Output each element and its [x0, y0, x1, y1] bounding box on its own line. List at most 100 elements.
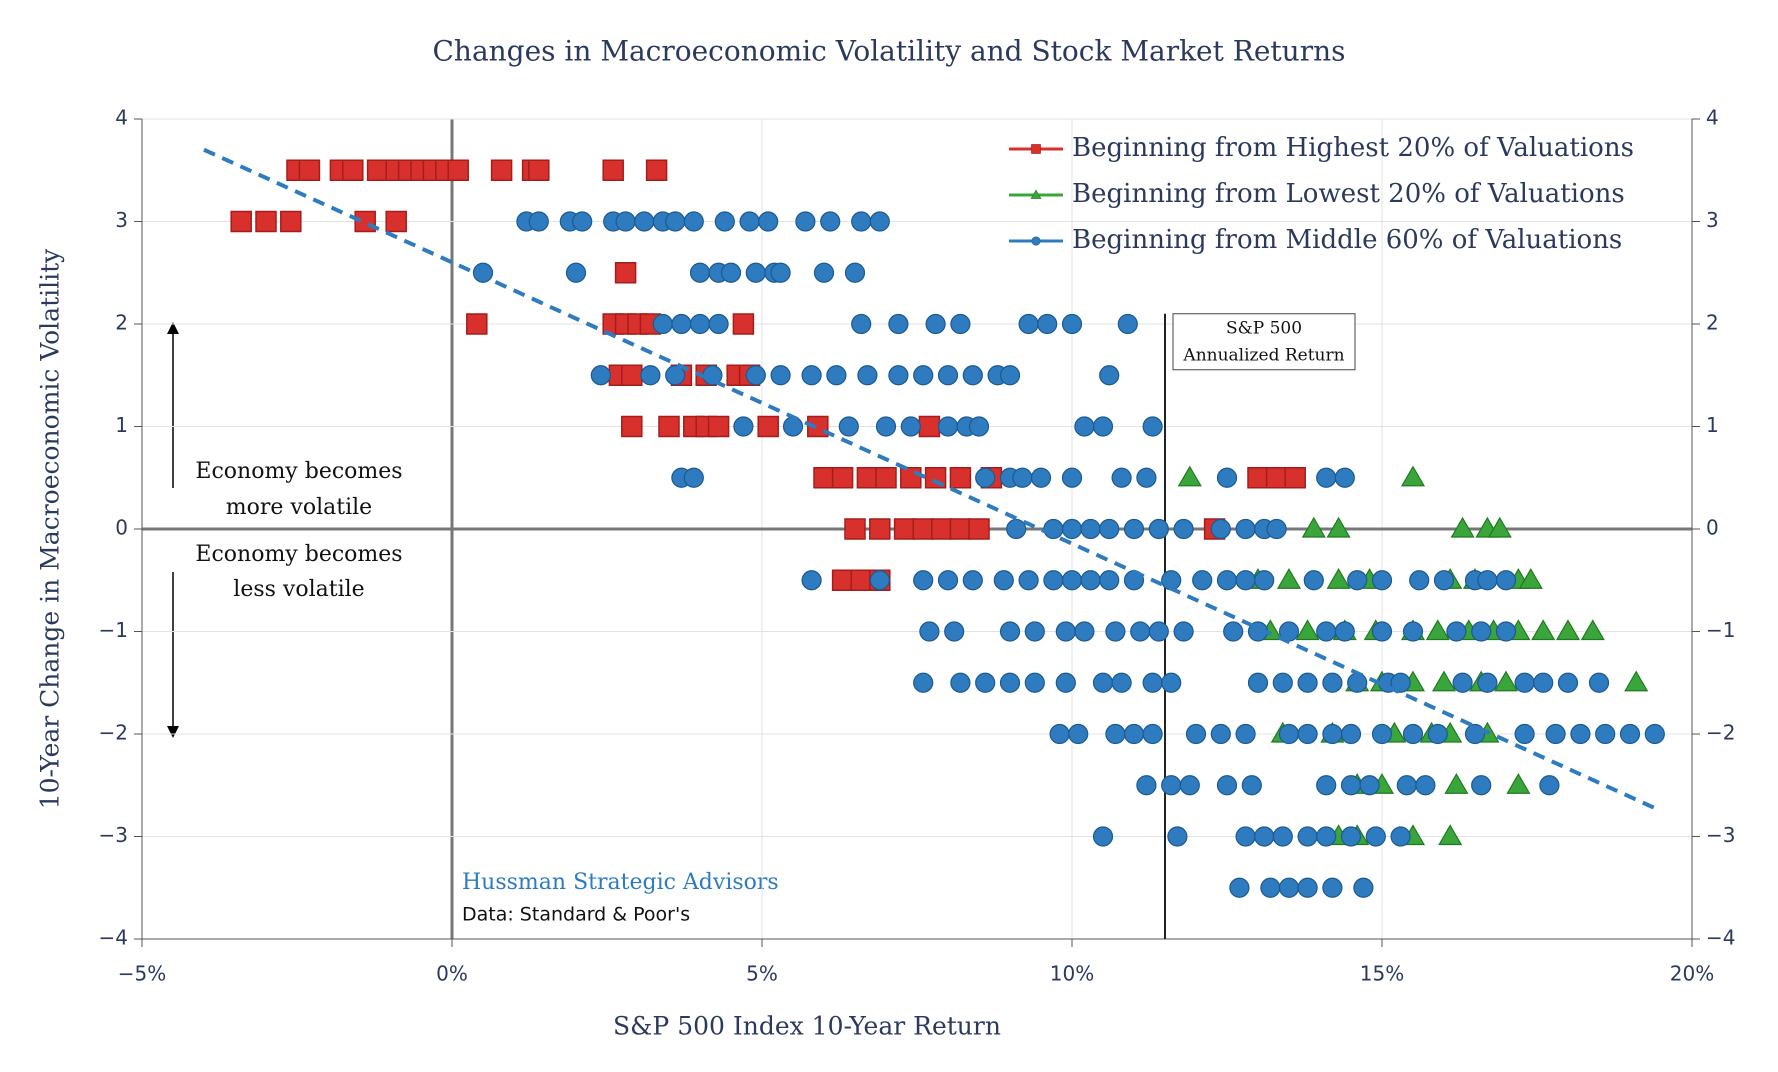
point: [1142, 416, 1163, 437]
legend-label: Beginning from Highest 20% of Valuations: [1072, 133, 1634, 163]
point: [1301, 516, 1326, 538]
point: [1235, 518, 1256, 540]
point: [1185, 723, 1207, 745]
point: [1074, 416, 1095, 437]
point: [1371, 570, 1393, 591]
point: [999, 621, 1021, 642]
point: [1247, 467, 1269, 489]
point: [1409, 570, 1430, 591]
point: [1514, 672, 1535, 693]
point: [1167, 826, 1188, 847]
y-tick-label: 0: [115, 516, 128, 540]
y-tick-label: −3: [99, 823, 128, 847]
point: [280, 210, 302, 233]
point: [1241, 775, 1262, 796]
point: [1136, 467, 1157, 488]
point: [962, 365, 983, 386]
point: [968, 416, 990, 437]
point: [1031, 144, 1041, 154]
point: [1326, 516, 1351, 538]
point: [1210, 518, 1231, 540]
point: [1136, 775, 1157, 796]
point: [1061, 518, 1083, 540]
point: [1272, 826, 1293, 847]
point: [683, 467, 704, 488]
point: [869, 211, 890, 232]
point: [255, 210, 277, 233]
point: [1216, 570, 1238, 591]
point: [993, 570, 1014, 591]
point: [621, 364, 643, 386]
point: [949, 518, 972, 540]
point: [1495, 621, 1517, 642]
point: [1006, 518, 1027, 540]
point: [1142, 723, 1163, 745]
point: [1111, 672, 1132, 693]
point: [1055, 621, 1076, 642]
y2-tick-label: −2: [1706, 721, 1735, 745]
point: [801, 570, 822, 591]
point: [1061, 570, 1083, 591]
point: [1080, 518, 1101, 540]
x-tick-label: 0%: [436, 962, 468, 986]
point: [1347, 672, 1368, 693]
y-axis-label: 10-Year Change in Macroeconomic Volatili…: [36, 248, 65, 809]
point: [1427, 723, 1448, 745]
point: [975, 672, 996, 693]
point: [665, 211, 686, 232]
point: [949, 467, 972, 489]
point: [913, 365, 934, 386]
point: [1024, 672, 1045, 693]
point: [1216, 467, 1238, 488]
point: [913, 672, 934, 693]
point: [1624, 670, 1649, 692]
point: [1644, 723, 1665, 745]
point: [918, 415, 941, 438]
point: [720, 262, 742, 283]
point: [968, 518, 990, 540]
point: [1278, 723, 1300, 745]
point: [1173, 518, 1194, 540]
point: [757, 415, 779, 438]
legend-item: Beginning from Highest 20% of Valuations: [1009, 133, 1634, 163]
point: [869, 570, 890, 591]
point: [1365, 826, 1386, 847]
point: [801, 365, 822, 386]
point: [1297, 877, 1318, 898]
point: [1192, 570, 1213, 591]
point: [1161, 672, 1182, 693]
point: [807, 415, 829, 438]
x-axis-label: S&P 500 Index 10-Year Return: [613, 1012, 1001, 1041]
point: [1555, 619, 1581, 641]
point: [1326, 568, 1351, 589]
point: [1359, 775, 1380, 796]
point: [528, 159, 550, 181]
point: [1161, 775, 1182, 796]
point: [447, 159, 469, 181]
point: [1471, 621, 1492, 642]
y-tick-label: 4: [115, 106, 128, 130]
point: [1390, 672, 1411, 693]
point: [950, 313, 971, 335]
point: [919, 621, 940, 642]
point: [1223, 621, 1244, 642]
point: [1371, 621, 1393, 642]
point: [1043, 518, 1064, 540]
point: [1471, 775, 1492, 796]
point: [944, 621, 965, 642]
point: [1316, 621, 1337, 642]
point: [614, 262, 637, 284]
point: [1284, 467, 1306, 489]
point: [1347, 570, 1368, 591]
point: [490, 159, 513, 181]
point: [621, 415, 643, 438]
point: [1316, 467, 1337, 488]
point: [1570, 723, 1591, 745]
point: [1099, 518, 1120, 540]
legend-item: Beginning from Lowest 20% of Valuations: [1009, 179, 1625, 209]
point: [732, 313, 755, 335]
point: [1235, 723, 1256, 745]
point: [1477, 570, 1498, 591]
point: [1092, 416, 1114, 437]
point: [1303, 570, 1324, 591]
